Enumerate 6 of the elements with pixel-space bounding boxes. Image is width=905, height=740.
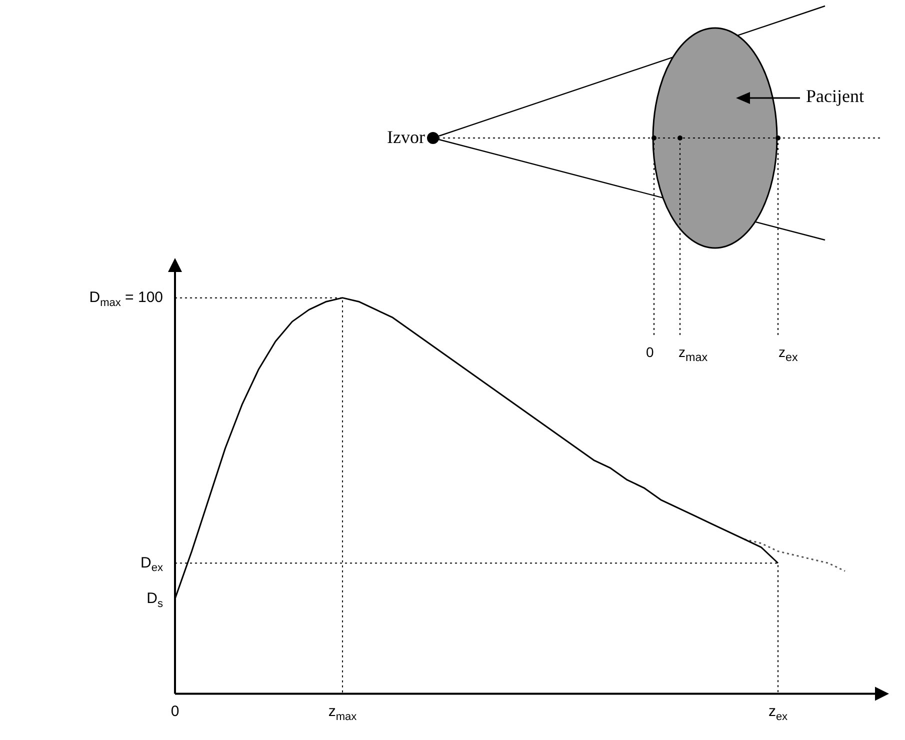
text: Pacijent xyxy=(806,86,864,107)
x-tick-label: 0 xyxy=(170,702,180,720)
annotation: z$_{max}$ xyxy=(678,344,708,364)
annotation: z$_{ex}$ xyxy=(778,344,798,364)
annotation: 0 xyxy=(646,344,654,360)
text: Izvor xyxy=(387,127,425,148)
